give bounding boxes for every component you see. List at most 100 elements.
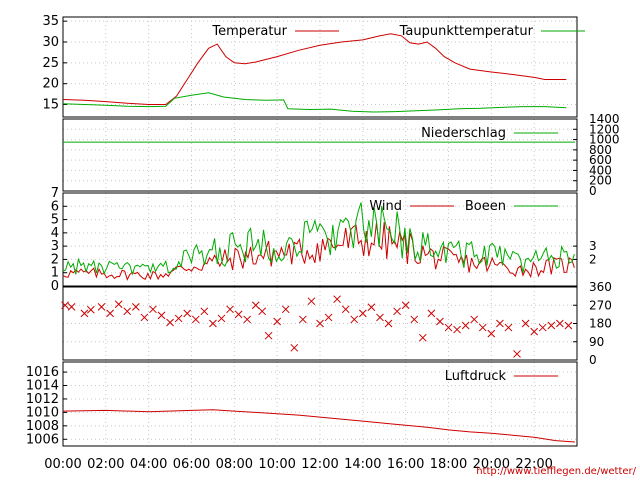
y-tick-label-right: 800 <box>589 143 612 157</box>
wind-direction-mark <box>410 315 419 324</box>
wind-direction-mark <box>61 301 69 310</box>
wind-direction-mark <box>487 329 496 338</box>
wind-direction-mark <box>393 307 401 316</box>
wind-direction-mark <box>200 307 209 316</box>
y-tick-label-right: 200 <box>589 174 612 188</box>
wind-direction-mark <box>504 323 513 332</box>
y-tick-label: 2 <box>51 252 59 267</box>
wind-direction-mark <box>157 311 166 320</box>
y-tick-label-right: 270 <box>589 298 612 312</box>
wind-direction-mark <box>436 317 444 326</box>
y-tick-label: 25 <box>42 56 59 71</box>
wind-direction-mark <box>324 313 333 322</box>
y-tick-label: 4 <box>51 226 59 241</box>
wind-direction-mark <box>496 319 504 328</box>
x-axis: 00:00 02:00 04:00 06:00 08:00 10:00 12:00 14:00… <box>44 457 553 472</box>
wind-direction-mark <box>350 315 359 324</box>
wind-direction-mark <box>333 295 341 304</box>
wind-direction-mark <box>341 305 350 314</box>
y-tick-label-right: 1000 <box>589 133 620 147</box>
wind-direction-mark <box>427 309 436 318</box>
x-tick-label: 08:00 <box>216 457 253 472</box>
x-tick-label: 10:00 <box>258 457 295 472</box>
legend-label: Boeen <box>465 199 506 214</box>
y-tick-label: 1016 <box>26 365 59 380</box>
y-tick-label-right: 0 <box>589 184 597 198</box>
wind-direction-mark <box>564 321 573 330</box>
wind-direction-mark <box>358 309 367 318</box>
panel-temperature: 15 20 25 30 35 Temperatur Taupunkttemperatur <box>42 14 585 118</box>
y-tick-label-right: 1200 <box>589 122 620 136</box>
wind-direction-mark <box>316 319 324 328</box>
y-tick-label-right: 360 <box>589 280 612 294</box>
wind-direction-mark <box>264 331 273 340</box>
x-tick-label: 06:00 <box>173 457 210 472</box>
y-tick-label: 15 <box>42 98 59 113</box>
wind-direction-mark <box>226 305 234 314</box>
x-tick-label: 16:00 <box>387 457 424 472</box>
wind-direction-mark <box>149 305 157 314</box>
y-tick-label: 0 <box>51 279 59 294</box>
wind-direction-mark <box>80 309 89 318</box>
y-tick-label: 1008 <box>26 419 59 434</box>
y-tick-label: 35 <box>42 14 59 29</box>
wind-direction-mark <box>453 325 461 334</box>
wind-direction-mark <box>538 323 547 332</box>
wind-direction-mark <box>461 321 470 330</box>
credit-link[interactable]: http://www.tiefflegen.de/wetter/ <box>476 466 636 477</box>
panel-frame <box>62 16 578 118</box>
x-tick-label: 04:00 <box>130 457 167 472</box>
y-tick-label-right: 400 <box>589 163 612 177</box>
wind-direction-mark <box>290 343 299 352</box>
x-tick-label: 00:00 <box>44 457 81 472</box>
wind-direction-mark <box>401 301 410 310</box>
y-tick-label-right: 2 <box>589 252 597 266</box>
y-tick-label: 1010 <box>26 405 59 420</box>
panel-frame <box>62 361 578 447</box>
wind-direction-mark <box>299 315 307 324</box>
wind-direction-mark <box>547 321 556 330</box>
wind-direction-mark <box>281 305 290 314</box>
wind-direction-mark <box>67 303 76 311</box>
wind-direction-mark <box>209 319 217 328</box>
wind-direction-mark <box>97 303 106 311</box>
wind-direction-mark <box>166 318 174 327</box>
wind-direction-mark <box>106 309 114 318</box>
y-tick-label: 30 <box>42 35 59 50</box>
wind-direction-mark <box>140 313 149 322</box>
y-tick-label: 3 <box>51 239 59 254</box>
y-tick-label: 1 <box>51 266 59 281</box>
wind-direction-mark <box>478 323 487 332</box>
wind-direction-mark <box>123 307 132 316</box>
wind-direction-mark <box>530 327 539 336</box>
wind-direction-mark <box>217 314 226 323</box>
series-line-taupunkttemperatur <box>62 92 567 113</box>
x-tick-label: 14:00 <box>344 457 381 472</box>
wind-direction-mark <box>243 315 252 324</box>
wind-direction-mark <box>86 305 95 314</box>
y-tick-label: 1012 <box>26 392 59 407</box>
y-tick-label: 1006 <box>26 432 59 447</box>
x-tick-label: 20:00 <box>473 457 510 472</box>
wind-direction-mark <box>273 317 282 326</box>
series-line-boeen <box>62 202 575 276</box>
legend-label: Wind <box>369 199 402 214</box>
panel-frame <box>62 192 578 287</box>
series-line-wind <box>62 222 575 281</box>
legend-label: Luftdruck <box>445 369 507 384</box>
y-tick-label-right: 0 <box>589 353 597 367</box>
wind-direction-mark <box>307 297 316 306</box>
y-tick-label-right: 1400 <box>589 112 620 126</box>
legend-label: Taupunkttemperatur <box>399 24 534 39</box>
legend-label: Temperatur <box>211 24 287 39</box>
wind-direction-mark <box>513 350 521 358</box>
panel-frame <box>62 118 578 192</box>
wind-direction-mark <box>521 319 530 328</box>
y-tick-label-right: 180 <box>589 317 612 331</box>
wind-direction-mark <box>251 301 260 310</box>
wind-direction-mark <box>131 303 140 311</box>
wind-direction-mark <box>470 315 479 324</box>
